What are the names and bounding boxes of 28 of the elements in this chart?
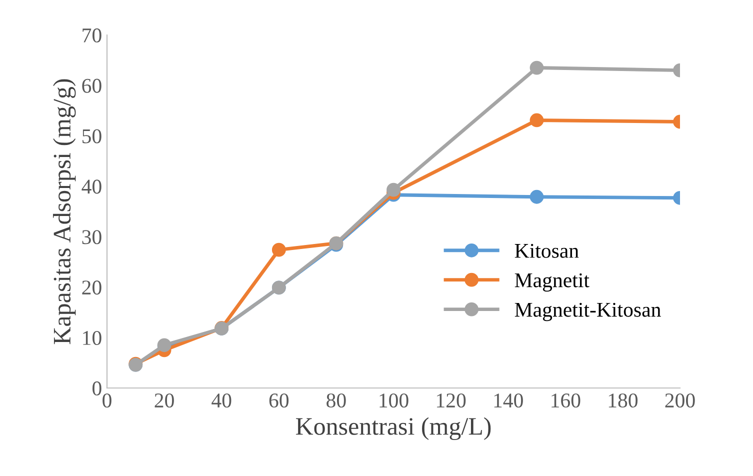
x-tick-label: 120 bbox=[437, 393, 466, 408]
x-axis-title: Konsentrasi (mg/L) bbox=[296, 417, 491, 440]
y-axis-title: Kapasitas Adsorpsi (mg/g) bbox=[53, 79, 76, 344]
legend-label: Magnetit-Kitosan bbox=[514, 302, 661, 322]
legend-label: Magnetit bbox=[514, 273, 590, 292]
x-tick-label: 20 bbox=[154, 393, 174, 408]
point bbox=[530, 113, 544, 128]
x-tick-label: 100 bbox=[380, 393, 408, 408]
y-tick-label: 50 bbox=[82, 129, 102, 144]
point bbox=[530, 60, 544, 75]
x-tick-label: 40 bbox=[212, 393, 232, 408]
x-tick-label: 160 bbox=[552, 393, 580, 408]
point bbox=[272, 242, 286, 257]
y-tick-label: 10 bbox=[83, 330, 102, 346]
y-tick-label: 60 bbox=[82, 78, 102, 93]
legend-label: Kitosan bbox=[514, 244, 579, 258]
point bbox=[386, 182, 400, 197]
y-tick-label: 70 bbox=[82, 28, 102, 42]
x-tick-label: 200 bbox=[665, 393, 695, 408]
y-tick-label: 40 bbox=[82, 180, 102, 194]
y-tick-label: 0 bbox=[92, 381, 102, 396]
x-tick-label: 0 bbox=[102, 393, 112, 408]
x-tick-label: 140 bbox=[494, 393, 523, 408]
y-tick-label: 20 bbox=[82, 280, 102, 295]
y-tick-label: 30 bbox=[82, 230, 102, 244]
x-tick-label: 80 bbox=[326, 393, 346, 408]
x-tick-label: 180 bbox=[608, 393, 638, 408]
x-tick-label: 60 bbox=[269, 393, 289, 408]
